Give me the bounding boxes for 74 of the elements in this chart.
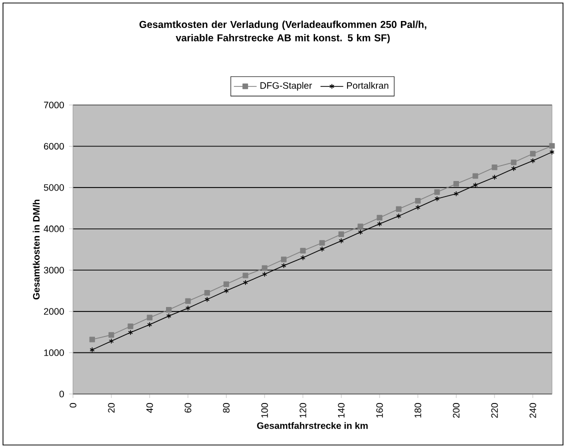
point [338, 238, 344, 244]
x-tick-label: 200 [452, 403, 460, 418]
point [415, 204, 420, 210]
point [358, 224, 364, 230]
point [549, 143, 555, 149]
point [396, 213, 402, 219]
point [185, 305, 190, 311]
x-tick-label: 80 [222, 403, 230, 413]
x-tick-label: 140 [338, 403, 345, 418]
y-tick-label: 1000 [44, 349, 64, 356]
y-tick-label: 2000 [44, 308, 64, 315]
point [396, 206, 402, 212]
x-tick-label: 100 [261, 403, 268, 418]
point [530, 158, 536, 164]
y-tick-label: 3000 [44, 266, 64, 274]
x-tick-label: 60 [184, 403, 192, 413]
point [300, 248, 306, 254]
point [377, 221, 382, 227]
x-axis-title: Gesamtfahrstrecke in km [257, 422, 368, 429]
point [281, 262, 286, 268]
y-tick-label: 6000 [44, 142, 64, 150]
x-tick-label: 180 [414, 403, 422, 418]
x-tick-label: 240 [530, 403, 536, 418]
chart-title: Gesamtkosten der Verladung (Verladeaufkommen 250 Pal/h, variable Fahrstrecke AB mit konst. 5 km SF) [139, 20, 426, 44]
point [166, 313, 172, 319]
y-tick-label: 0 [59, 390, 64, 398]
point [376, 214, 382, 221]
point [415, 198, 421, 204]
point [319, 240, 325, 246]
point [128, 330, 133, 336]
point [300, 254, 306, 261]
x-tick-label: 220 [491, 403, 498, 418]
point [492, 174, 497, 180]
point [147, 322, 152, 328]
point [454, 190, 459, 197]
point [472, 182, 478, 188]
point [89, 336, 95, 342]
legend-label: Portalkran [347, 82, 388, 89]
point [262, 265, 268, 271]
point [242, 272, 248, 278]
point [510, 160, 516, 166]
point [128, 323, 134, 330]
point [338, 231, 344, 238]
point [320, 246, 325, 252]
point [262, 271, 268, 278]
x-tick-label: 0 [70, 403, 76, 408]
point [224, 288, 229, 294]
point [511, 166, 516, 172]
point [204, 296, 210, 302]
point [472, 173, 478, 179]
y-tick-label: 7000 [44, 102, 64, 108]
point [530, 150, 536, 157]
point [204, 290, 210, 296]
point [166, 306, 172, 313]
x-tick-label: 120 [300, 403, 306, 418]
point [242, 280, 248, 286]
point [492, 164, 498, 170]
point [280, 256, 287, 262]
point [453, 181, 460, 187]
y-axis-title: Gesamtkosten in DM/h [32, 200, 40, 300]
x-tick-label: 20 [108, 403, 115, 413]
x-tick-label: 40 [146, 403, 153, 413]
point [223, 281, 230, 287]
point [185, 298, 191, 304]
x-tick-label: 160 [376, 403, 383, 418]
point [434, 196, 440, 202]
point [434, 189, 440, 195]
point [358, 229, 363, 235]
legend-label: DFG-Stapler [260, 82, 312, 91]
point [108, 332, 114, 338]
y-tick-label: 5000 [44, 184, 64, 191]
point [108, 338, 114, 344]
point [146, 314, 152, 320]
y-tick-label: 4000 [44, 226, 64, 232]
